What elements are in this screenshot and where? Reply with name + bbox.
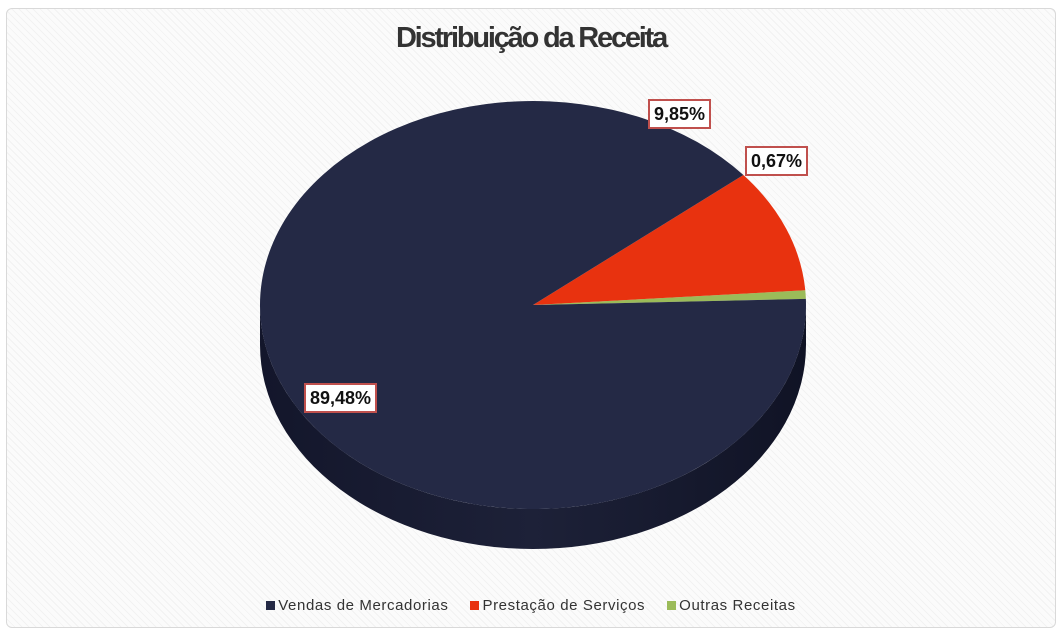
pie-slice-0 (260, 100, 807, 509)
legend-swatch-vendas (266, 601, 276, 610)
data-label-2: 0,67% (745, 146, 809, 176)
legend-item-vendas: Vendas de Mercadorias (266, 597, 448, 614)
pie-side-wall (260, 305, 806, 549)
legend-label-vendas: Vendas de Mercadorias (278, 597, 449, 614)
chart-title: Distribuição da Receita (395, 22, 668, 54)
data-label-0: 89,48% (304, 383, 378, 413)
pie-slice-2 (533, 290, 806, 305)
legend-item-outras: Outras Receitas (667, 597, 796, 614)
legend-swatch-outras (667, 601, 677, 610)
legend-label-outras: Outras Receitas (679, 597, 796, 614)
data-label-1: 9,85% (648, 99, 712, 129)
legend: Vendas de Mercadorias Prestação de Servi… (0, 597, 1062, 614)
pie-side (260, 305, 806, 549)
legend-item-prestacao: Prestação de Serviços (470, 597, 645, 614)
pie-slice-1 (533, 174, 806, 305)
pie-top (260, 100, 807, 509)
legend-label-prestacao: Prestação de Serviços (482, 597, 646, 614)
legend-swatch-prestacao (470, 601, 480, 610)
